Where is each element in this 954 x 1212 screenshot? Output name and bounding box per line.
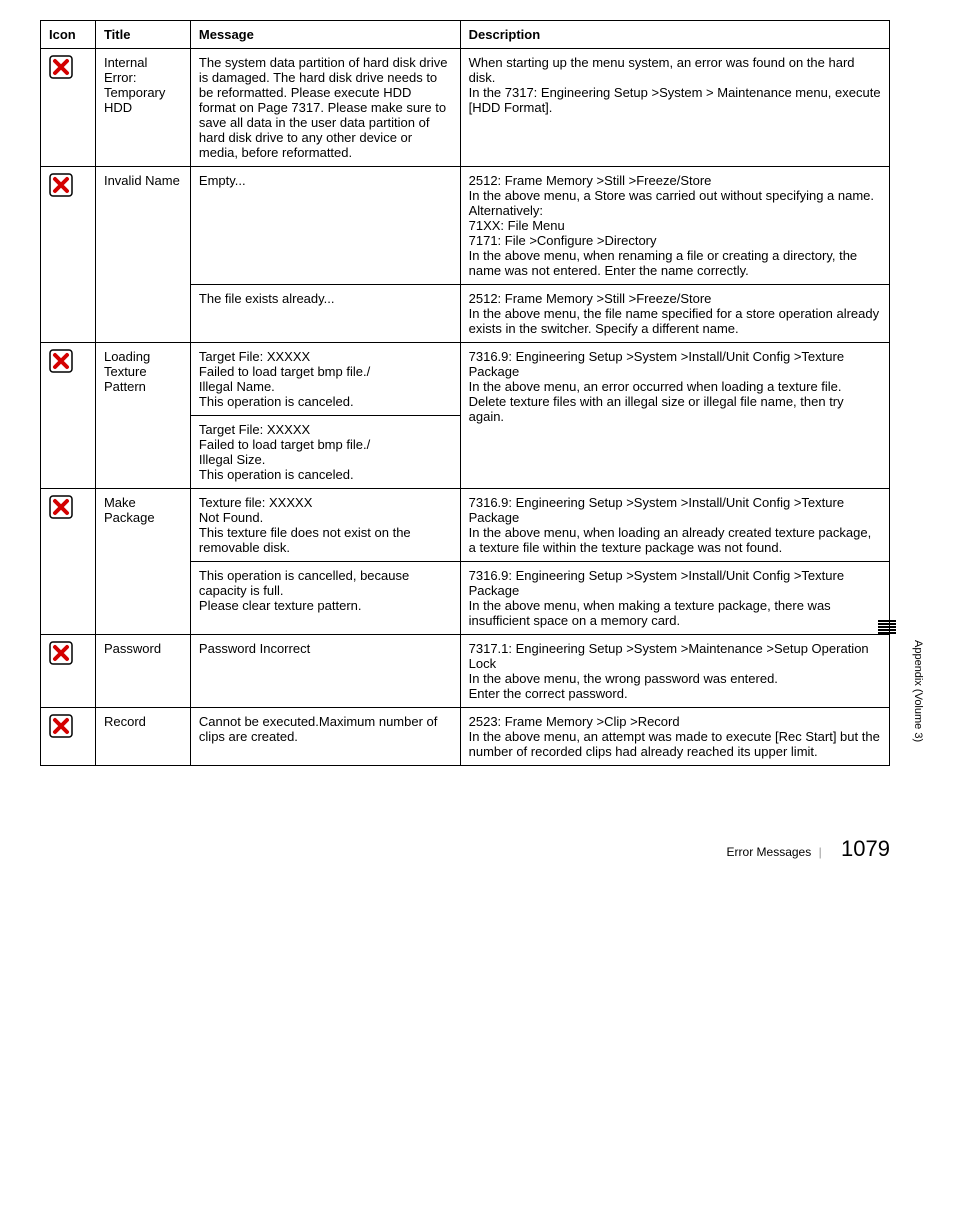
table-row: Make PackageTexture file: XXXXX Not Foun… — [41, 489, 890, 562]
cell-message: This operation is cancelled, because cap… — [190, 562, 460, 635]
cell-description: When starting up the menu system, an err… — [460, 49, 889, 167]
error-x-icon — [49, 714, 73, 738]
table-row: Invalid NameEmpty...2512: Frame Memory >… — [41, 167, 890, 285]
header-icon: Icon — [41, 21, 96, 49]
cell-message: Cannot be executed.Maximum number of cli… — [190, 708, 460, 766]
footer-label: Error Messages — [727, 845, 812, 859]
error-x-icon — [49, 349, 73, 373]
cell-title: Loading Texture Pattern — [95, 343, 190, 489]
header-description: Description — [460, 21, 889, 49]
error-table: Icon Title Message Description Internal … — [40, 20, 890, 766]
cell-title: Make Package — [95, 489, 190, 635]
cell-message: Password Incorrect — [190, 635, 460, 708]
cell-description: 7317.1: Engineering Setup >System >Maint… — [460, 635, 889, 708]
cell-description: 2512: Frame Memory >Still >Freeze/Store … — [460, 167, 889, 285]
cell-icon — [41, 167, 96, 343]
table-row: Internal Error: Temporary HDDThe system … — [41, 49, 890, 167]
cell-message: The file exists already... — [190, 285, 460, 343]
footer-sep: | — [819, 845, 822, 859]
error-x-icon — [49, 173, 73, 197]
footer: Error Messages | 1079 — [40, 836, 890, 862]
error-x-icon — [49, 641, 73, 665]
table-row: Loading Texture PatternTarget File: XXXX… — [41, 343, 890, 416]
cell-description: 7316.9: Engineering Setup >System >Insta… — [460, 562, 889, 635]
header-title: Title — [95, 21, 190, 49]
cell-icon — [41, 635, 96, 708]
cell-description: 2512: Frame Memory >Still >Freeze/Store … — [460, 285, 889, 343]
error-x-icon — [49, 495, 73, 519]
cell-title: Password — [95, 635, 190, 708]
cell-message: Empty... — [190, 167, 460, 285]
table-row: PasswordPassword Incorrect7317.1: Engine… — [41, 635, 890, 708]
cell-icon — [41, 489, 96, 635]
cell-message: Target File: XXXXX Failed to load target… — [190, 416, 460, 489]
cell-icon — [41, 49, 96, 167]
cell-description: 7316.9: Engineering Setup >System >Insta… — [460, 343, 889, 489]
cell-icon — [41, 708, 96, 766]
cell-message: Target File: XXXXX Failed to load target… — [190, 343, 460, 416]
cell-title: Record — [95, 708, 190, 766]
table-row: RecordCannot be executed.Maximum number … — [41, 708, 890, 766]
cell-message: The system data partition of hard disk d… — [190, 49, 460, 167]
side-label: Appendix (Volume 3) — [912, 640, 924, 742]
header-message: Message — [190, 21, 460, 49]
cell-message: Texture file: XXXXX Not Found. This text… — [190, 489, 460, 562]
cell-title: Internal Error: Temporary HDD — [95, 49, 190, 167]
error-x-icon — [49, 55, 73, 79]
cell-title: Invalid Name — [95, 167, 190, 343]
cell-icon — [41, 343, 96, 489]
footer-page: 1079 — [841, 836, 890, 861]
cell-description: 2523: Frame Memory >Clip >Record In the … — [460, 708, 889, 766]
cell-description: 7316.9: Engineering Setup >System >Insta… — [460, 489, 889, 562]
side-bars — [878, 620, 896, 637]
